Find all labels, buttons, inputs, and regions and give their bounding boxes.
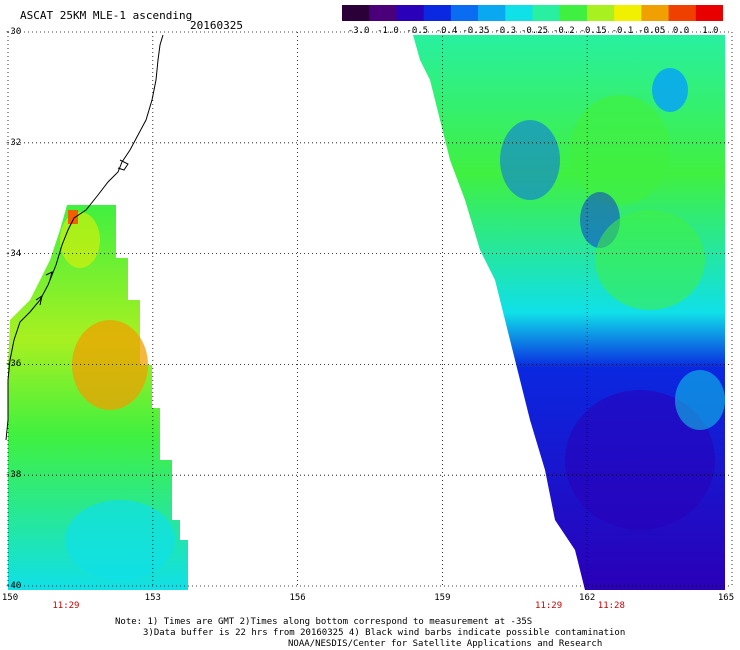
- product-title: ASCAT 25KM MLE-1 ascending: [20, 9, 193, 22]
- colorbar-segment: [641, 5, 670, 21]
- pass-time-label: 11:29: [535, 601, 563, 611]
- colorbar-segment: [668, 5, 697, 21]
- colorbar-segment: [423, 5, 452, 21]
- longitude-label: 156: [289, 593, 306, 603]
- colorbar-tick-label: -0.35: [462, 26, 490, 36]
- colorbar-tick-label: -0.2: [552, 26, 575, 36]
- coastline-detail: [35, 159, 129, 306]
- note-line-1: Note: 1) Times are GMT 2)Times along bot…: [115, 617, 533, 627]
- green-patch-north: [570, 95, 670, 205]
- colorbar-segment: [532, 5, 561, 21]
- colorbar-tick-label: -0.05: [638, 26, 666, 36]
- latitude-label: -34: [5, 248, 22, 259]
- latitude-label: -40: [5, 581, 22, 591]
- longitude-label: 162: [579, 593, 596, 603]
- note-line-2: 3)Data buffer is 22 hrs from 20160325 4)…: [143, 628, 626, 638]
- colorbar-segment: [478, 5, 506, 21]
- colorbar-segment: [369, 5, 397, 21]
- cyan-spot: [652, 68, 688, 112]
- product-date: 20160325: [190, 19, 243, 32]
- coastline: [5, 34, 164, 441]
- colorbar-segment: [396, 5, 425, 21]
- coastal-patch: [60, 212, 100, 268]
- high-swell-patch: [72, 320, 148, 410]
- cyan-patch-east: [675, 370, 725, 430]
- colorbar-tick-label: 1.0: [702, 26, 719, 36]
- colorbar-segment: [559, 5, 588, 21]
- colorbar-tick-label: -0.5: [406, 26, 429, 36]
- blue-patch: [500, 120, 560, 200]
- colorbar-segment: [342, 5, 370, 21]
- colorbar-segment: [614, 5, 642, 21]
- colorbar-segment: [450, 5, 479, 21]
- colorbar: [342, 5, 723, 21]
- colorbar-tick-label: -3.0: [347, 26, 370, 36]
- colorbar-tick-label: -1.0: [377, 26, 399, 36]
- colorbar-tick-label: -0.15: [579, 26, 607, 36]
- colorbar-tick-label: -0.25: [520, 26, 549, 36]
- deep-blue-region: [565, 390, 715, 530]
- graticule: [7, 31, 733, 587]
- longitude-label: 150: [1, 593, 19, 603]
- colorbar-segment: [505, 5, 533, 21]
- colorbar-tick-label: -0.1: [611, 26, 634, 36]
- pass-time-label: 11:28: [597, 601, 625, 611]
- longitude-label: 165: [717, 593, 735, 603]
- longitude-label: 159: [434, 593, 451, 603]
- swath-left: [8, 205, 188, 590]
- latitude-label: -32: [5, 137, 22, 148]
- longitude-label: 153: [144, 593, 161, 603]
- latitude-label: -38: [5, 470, 22, 481]
- colorbar-tick-label: -0.3: [494, 26, 517, 36]
- colorbar-segment: [695, 5, 723, 21]
- note-line-3: NOAA/NESDIS/Center for Satellite Applica…: [288, 639, 603, 649]
- hot-pixel: [68, 210, 78, 224]
- colorbar-segment: [586, 5, 615, 21]
- latitude-label: -30: [5, 27, 22, 37]
- latitude-label: -36: [5, 359, 22, 370]
- swath-right: [413, 35, 725, 590]
- pass-time-label: 11:29: [52, 601, 80, 611]
- colorbar-tick-label: 0.0: [672, 26, 690, 36]
- low-patch: [65, 500, 175, 580]
- green-patch-mid: [595, 210, 705, 310]
- colorbar-tick-label: -0.4: [435, 26, 458, 36]
